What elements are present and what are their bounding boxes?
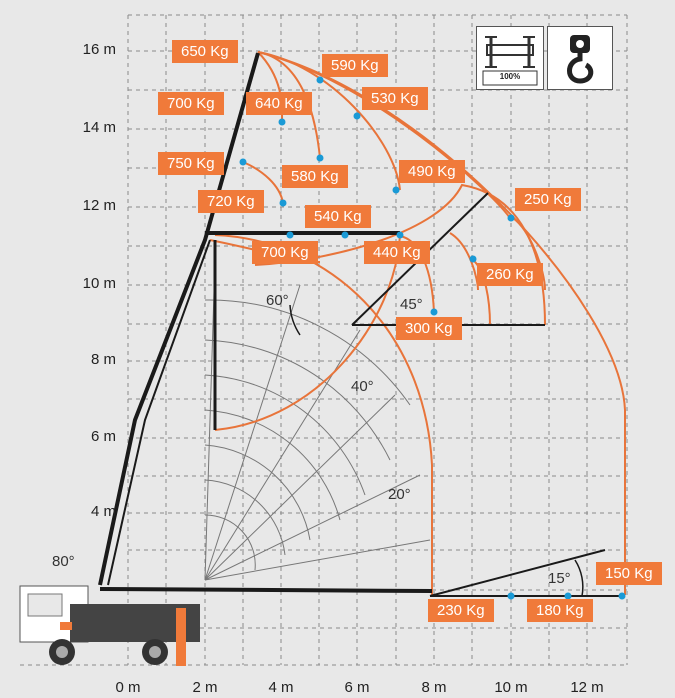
outrigger-icon: 100%	[476, 26, 544, 90]
x-label-6: 6 m	[344, 679, 370, 696]
angle-60: 60°	[266, 292, 289, 309]
y-label-12: 12 m	[82, 197, 116, 214]
y-label-16: 16 m	[82, 41, 116, 58]
load-750: 750 Kg	[158, 152, 224, 175]
y-label-10: 10 m	[82, 275, 116, 292]
load-650: 650 Kg	[172, 40, 238, 63]
hook-icon	[547, 26, 613, 90]
angle-45: 45°	[400, 296, 423, 313]
load-590: 590 Kg	[322, 54, 388, 77]
angle-80: 80°	[52, 553, 75, 570]
x-label-8: 8 m	[421, 679, 447, 696]
load-250: 250 Kg	[515, 188, 581, 211]
load-700-mid: 700 Kg	[252, 241, 318, 264]
load-530: 530 Kg	[362, 87, 428, 110]
angle-grid	[204, 259, 431, 581]
x-label-0: 0 m	[115, 679, 141, 696]
load-180: 180 Kg	[527, 599, 593, 622]
load-points	[239, 76, 626, 600]
y-label-4: 4 m	[90, 503, 116, 520]
x-label-12: 12 m	[570, 679, 604, 696]
load-260: 260 Kg	[477, 263, 543, 286]
load-720: 720 Kg	[198, 190, 264, 213]
x-label-2: 2 m	[192, 679, 218, 696]
outrigger-percent: 100%	[499, 72, 521, 81]
angle-15: 15°	[548, 570, 571, 587]
load-540: 540 Kg	[305, 205, 371, 228]
x-label-4: 4 m	[268, 679, 294, 696]
load-580: 580 Kg	[282, 165, 348, 188]
angle-40: 40°	[351, 378, 374, 395]
load-490: 490 Kg	[399, 160, 465, 183]
truck	[19, 585, 200, 666]
angle-20: 20°	[388, 486, 411, 503]
x-label-10: 10 m	[494, 679, 528, 696]
load-640: 640 Kg	[246, 92, 312, 115]
load-700-top: 700 Kg	[158, 92, 224, 115]
y-label-14: 14 m	[82, 119, 116, 136]
y-label-6: 6 m	[90, 428, 116, 445]
y-label-8: 8 m	[90, 351, 116, 368]
boom	[98, 52, 625, 597]
load-300: 300 Kg	[396, 317, 462, 340]
load-440: 440 Kg	[364, 241, 430, 264]
load-150: 150 Kg	[596, 562, 662, 585]
load-230: 230 Kg	[428, 599, 494, 622]
